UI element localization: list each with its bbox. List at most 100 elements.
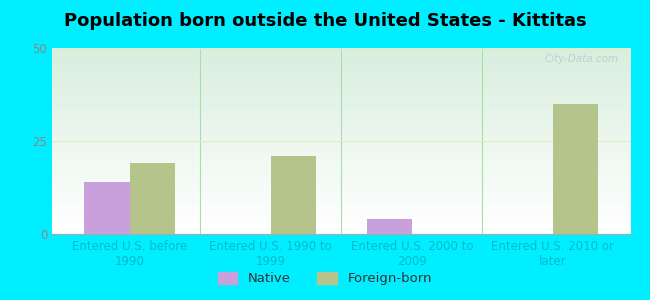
Bar bbox=[52, 141, 630, 143]
Bar bbox=[52, 68, 630, 70]
Bar bbox=[52, 176, 630, 178]
Bar bbox=[52, 206, 630, 208]
Bar bbox=[52, 202, 630, 204]
Bar bbox=[52, 78, 630, 80]
Bar bbox=[52, 156, 630, 158]
Bar bbox=[52, 76, 630, 78]
Bar bbox=[52, 52, 630, 54]
Bar bbox=[52, 230, 630, 232]
Bar bbox=[52, 199, 630, 200]
Bar bbox=[52, 63, 630, 65]
Bar bbox=[52, 82, 630, 83]
Bar bbox=[52, 113, 630, 115]
Bar bbox=[52, 221, 630, 223]
Bar bbox=[52, 96, 630, 98]
Bar bbox=[52, 59, 630, 61]
Bar bbox=[52, 161, 630, 163]
Bar bbox=[52, 167, 630, 169]
Bar bbox=[84, 182, 129, 234]
Bar bbox=[52, 91, 630, 93]
Bar bbox=[129, 163, 175, 234]
Bar bbox=[52, 204, 630, 206]
Bar bbox=[52, 147, 630, 148]
Bar bbox=[52, 143, 630, 145]
Bar bbox=[52, 122, 630, 124]
Bar bbox=[553, 104, 598, 234]
Bar bbox=[52, 232, 630, 234]
Bar bbox=[52, 193, 630, 195]
Bar bbox=[52, 70, 630, 72]
Bar bbox=[52, 171, 630, 172]
Bar bbox=[52, 135, 630, 137]
Bar bbox=[52, 219, 630, 221]
Bar bbox=[270, 156, 316, 234]
Bar bbox=[52, 100, 630, 102]
Bar bbox=[52, 89, 630, 91]
Bar bbox=[52, 180, 630, 182]
Bar bbox=[52, 137, 630, 139]
Bar bbox=[52, 148, 630, 150]
Bar bbox=[52, 134, 630, 135]
Bar bbox=[52, 197, 630, 199]
Bar bbox=[52, 226, 630, 228]
Text: City-Data.com: City-Data.com bbox=[545, 54, 619, 64]
Bar bbox=[52, 50, 630, 52]
Text: Population born outside the United States - Kittitas: Population born outside the United State… bbox=[64, 12, 586, 30]
Bar bbox=[52, 93, 630, 94]
Bar bbox=[52, 54, 630, 56]
Bar bbox=[52, 210, 630, 212]
Bar bbox=[52, 124, 630, 126]
Bar bbox=[52, 87, 630, 89]
Bar bbox=[52, 119, 630, 121]
Bar bbox=[52, 165, 630, 167]
Bar bbox=[52, 110, 630, 111]
Bar bbox=[52, 228, 630, 230]
Bar bbox=[52, 83, 630, 85]
Bar bbox=[52, 107, 630, 110]
Bar bbox=[52, 215, 630, 217]
Bar bbox=[52, 152, 630, 154]
Bar bbox=[52, 200, 630, 202]
Bar bbox=[52, 98, 630, 100]
Bar bbox=[52, 56, 630, 57]
Bar bbox=[52, 111, 630, 113]
Bar bbox=[52, 139, 630, 141]
Bar bbox=[52, 172, 630, 175]
Bar bbox=[52, 57, 630, 59]
Bar bbox=[52, 214, 630, 215]
Bar bbox=[367, 219, 412, 234]
Bar bbox=[52, 195, 630, 197]
Bar bbox=[52, 182, 630, 184]
Bar bbox=[52, 74, 630, 76]
Bar bbox=[52, 225, 630, 226]
Bar bbox=[52, 85, 630, 87]
Bar bbox=[52, 184, 630, 186]
Bar bbox=[52, 178, 630, 180]
Bar bbox=[52, 130, 630, 132]
Bar bbox=[52, 128, 630, 130]
Bar bbox=[52, 189, 630, 191]
Bar bbox=[52, 212, 630, 214]
Bar bbox=[52, 102, 630, 104]
Bar bbox=[52, 150, 630, 152]
Bar bbox=[52, 61, 630, 63]
Bar bbox=[52, 191, 630, 193]
Bar bbox=[52, 175, 630, 176]
Bar bbox=[52, 106, 630, 107]
Bar bbox=[52, 104, 630, 106]
Bar bbox=[52, 154, 630, 156]
Bar bbox=[52, 158, 630, 160]
Bar bbox=[52, 145, 630, 147]
Bar bbox=[52, 126, 630, 128]
Bar bbox=[52, 132, 630, 134]
Bar bbox=[52, 223, 630, 225]
Bar bbox=[52, 160, 630, 161]
Bar bbox=[52, 80, 630, 82]
Bar bbox=[52, 186, 630, 188]
Bar bbox=[52, 67, 630, 68]
Bar bbox=[52, 65, 630, 67]
Bar bbox=[52, 169, 630, 171]
Bar bbox=[52, 117, 630, 119]
Bar bbox=[52, 72, 630, 74]
Bar bbox=[52, 208, 630, 210]
